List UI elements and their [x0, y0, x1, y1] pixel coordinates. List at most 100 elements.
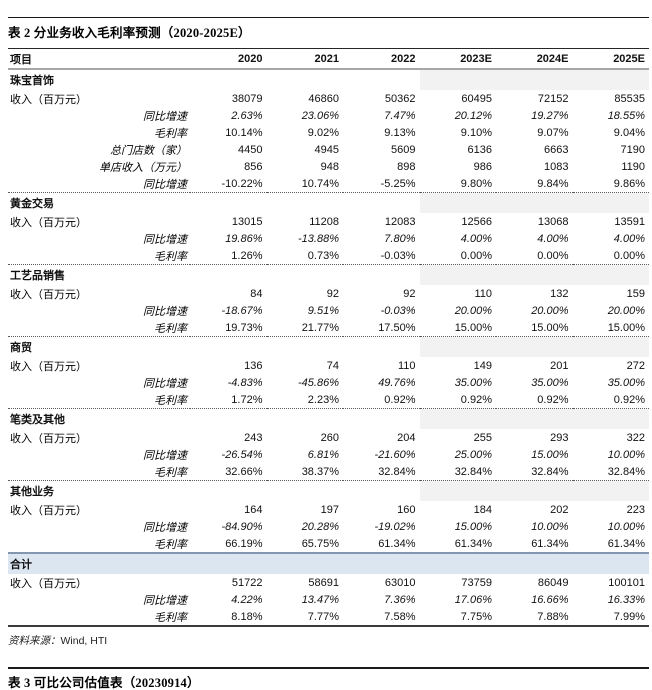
value-cell: 61.34%: [378, 537, 416, 550]
value-cell: -13.88%: [298, 232, 339, 245]
col-header-2023e: 2023E: [419, 48, 496, 70]
data-row: 同比增速 -10.22% 10.74% -5.25% 9.80% 9.84% 9.86%: [8, 175, 649, 193]
value-cell: 35.00%: [607, 376, 645, 389]
value-cell: 6136: [467, 143, 492, 156]
value-cell: 6663: [544, 143, 569, 156]
data-row: 单店收入（万元） 856 948 898 986 1083 1190: [8, 158, 649, 175]
section-forecast-shade-cell: [419, 336, 649, 357]
section-forecast-shade-cell: [419, 264, 649, 285]
value-cell: 11208: [309, 215, 339, 228]
section-name-cell: 工艺品销售: [8, 264, 420, 285]
value-cell: 7.75%: [419, 608, 496, 627]
row-label-cell: 收入（百万元）: [10, 577, 87, 590]
value-cell: 73759: [461, 576, 492, 589]
next-table-title: 表 3 可比公司估值表（20230914）: [8, 676, 200, 690]
value-cell: 132: [550, 287, 569, 300]
value-cell: 136: [244, 359, 263, 372]
data-row: 同比增速 -4.83% -45.86% 49.76% 35.00% 35.00% 35.00…: [8, 374, 649, 391]
value-cell: 35.00%: [531, 376, 569, 389]
value-cell: 10.14%: [225, 126, 263, 139]
section-forecast-shade-cell: [419, 69, 649, 90]
value-cell: 10.00%: [607, 448, 645, 461]
value-cell: 9.80%: [460, 177, 492, 190]
value-cell: 7.58%: [343, 608, 420, 627]
value-cell: -18.67%: [221, 304, 263, 317]
row-label-cell: 同比增速: [143, 377, 187, 390]
value-cell: -26.54%: [221, 448, 263, 461]
data-row: 收入（百万元） 164 197 160 184 202 223: [8, 501, 649, 518]
data-row: 收入（百万元） 84 92 92 110 132 159: [8, 285, 649, 302]
value-cell: 35.00%: [454, 376, 492, 389]
row-label-cell: 毛利率: [8, 608, 190, 627]
value-cell: 66.19%: [225, 537, 263, 550]
value-cell: 12566: [461, 215, 492, 228]
row-label-cell: 同比增速: [143, 233, 187, 246]
value-cell: 7.99%: [572, 608, 649, 627]
forecast-table: 项目 2020 2021 2022 2023E 2024E 2025E 珠宝首饰 收入（百万元…: [8, 48, 649, 627]
value-cell: 7190: [620, 143, 645, 156]
value-cell: 9.51%: [307, 304, 339, 317]
value-cell: -0.03%: [380, 249, 416, 262]
value-cell: 63010: [384, 576, 416, 589]
value-cell: 15.00%: [607, 321, 645, 334]
value-cell: 0.00%: [460, 249, 492, 262]
value-cell: 85535: [614, 92, 645, 105]
data-row: 毛利率 1.26% 0.73% -0.03% 0.00% 0.00% 0.00%: [8, 247, 649, 265]
value-cell: 65.75%: [301, 537, 339, 550]
value-cell: 184: [473, 503, 492, 516]
value-cell: 20.00%: [607, 304, 645, 317]
value-cell: 948: [320, 160, 339, 173]
section-name-cell: 合计: [8, 553, 420, 574]
value-cell: 322: [626, 431, 645, 444]
data-row: 同比增速 4.22% 13.47% 7.36% 17.06% 16.66% 16.33%: [8, 591, 649, 608]
value-cell: 9.13%: [384, 126, 416, 139]
value-cell: 20.00%: [454, 304, 492, 317]
value-cell: 61.34%: [607, 537, 645, 550]
value-cell: 19.27%: [531, 109, 569, 122]
value-cell: 0.00%: [613, 249, 645, 262]
value-cell: 49.76%: [378, 376, 416, 389]
table-title: 表 2 分业务收入毛利率预测（2020-2025E）: [8, 26, 251, 40]
row-label-cell: 毛利率: [154, 250, 187, 263]
value-cell: 8.18%: [190, 608, 267, 627]
col-header-2025e: 2025E: [572, 48, 649, 70]
value-cell: 50362: [384, 92, 416, 105]
value-cell: 72152: [537, 92, 569, 105]
header-row: 项目 2020 2021 2022 2023E 2024E 2025E: [8, 48, 649, 70]
value-cell: 7.77%: [266, 608, 343, 627]
value-cell: 986: [473, 160, 492, 173]
row-label-cell: 收入（百万元）: [10, 93, 87, 106]
source-note: 资料来源：Wind, HTI: [8, 633, 649, 648]
col-header-2022: 2022: [343, 48, 420, 70]
value-cell: 15.00%: [531, 448, 569, 461]
value-cell: 1.26%: [231, 249, 263, 262]
value-cell: 7.47%: [384, 109, 416, 122]
row-label-cell: 收入（百万元）: [10, 216, 87, 229]
data-row: 同比增速 -26.54% 6.81% -21.60% 25.00% 15.00% 10.00…: [8, 446, 649, 463]
value-cell: 15.00%: [531, 321, 569, 334]
section-header-row: 其他业务: [8, 480, 649, 501]
value-cell: -4.83%: [227, 376, 263, 389]
value-cell: 84: [250, 287, 263, 300]
value-cell: 32.66%: [225, 465, 263, 478]
value-cell: 32.84%: [607, 465, 645, 478]
col-header-2020: 2020: [190, 48, 267, 70]
data-row: 同比增速 2.63% 23.06% 7.47% 20.12% 19.27% 18.55%: [8, 107, 649, 124]
value-cell: -19.02%: [374, 520, 416, 533]
section-header-row: 工艺品销售: [8, 264, 649, 285]
row-label-cell: 毛利率: [154, 394, 187, 407]
value-cell: 856: [244, 160, 263, 173]
section-header-row: 合计: [8, 553, 649, 574]
value-cell: 197: [320, 503, 339, 516]
value-cell: 2.23%: [307, 393, 339, 406]
value-cell: 13.47%: [301, 593, 339, 606]
value-cell: 74: [326, 359, 339, 372]
source-value: Wind, HTI: [60, 635, 108, 647]
data-row: 收入（百万元） 38079 46860 50362 60495 72152 85535: [8, 90, 649, 107]
value-cell: 4.00%: [613, 232, 645, 245]
data-row: 收入（百万元） 51722 58691 63010 73759 86049 100101: [8, 574, 649, 591]
value-cell: -84.90%: [221, 520, 263, 533]
value-cell: 110: [474, 287, 492, 300]
value-cell: 15.00%: [454, 520, 492, 533]
row-label-cell: 收入（百万元）: [10, 432, 87, 445]
